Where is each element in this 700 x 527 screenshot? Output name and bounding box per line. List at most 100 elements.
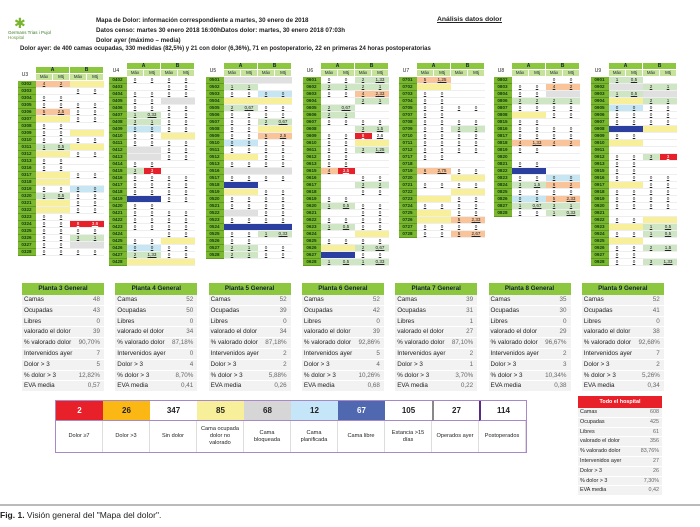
- bed-b-mean[interactable]: 0: [659, 104, 677, 112]
- bed-b-max[interactable]: 0: [69, 171, 87, 179]
- bed-b-max[interactable]: [545, 167, 563, 175]
- bed-a-max[interactable]: 0: [35, 157, 53, 165]
- bed-a-max[interactable]: 0: [126, 209, 144, 217]
- bed-b-max[interactable]: 0: [160, 244, 178, 252]
- bed-a-max[interactable]: 1: [223, 83, 241, 91]
- bed-a-mean[interactable]: 0: [52, 185, 70, 193]
- bed-b-max[interactable]: 1: [354, 258, 372, 266]
- bed-b-max[interactable]: [69, 122, 87, 130]
- bed-b-max[interactable]: 0: [160, 90, 178, 98]
- bed-a-max[interactable]: 0: [223, 146, 241, 154]
- bed-b-max[interactable]: [69, 143, 87, 151]
- bed-b-max[interactable]: 0: [69, 136, 87, 144]
- bed-a-max[interactable]: 0: [416, 181, 434, 189]
- bed-b-mean[interactable]: [659, 160, 677, 168]
- bed-b-mean[interactable]: 0,5: [659, 230, 677, 238]
- bed-b-max[interactable]: 0: [642, 118, 660, 126]
- bed-a-mean[interactable]: 0,5: [337, 202, 355, 210]
- bed-b-max[interactable]: 0: [69, 87, 87, 95]
- bed-a-max[interactable]: 0: [608, 167, 626, 175]
- bed-a-max[interactable]: 3: [126, 167, 144, 175]
- bed-b-max[interactable]: 0: [354, 209, 372, 217]
- bed-a-max[interactable]: [416, 195, 434, 203]
- bed-a-max[interactable]: 1: [608, 90, 626, 98]
- bed-b-max[interactable]: [642, 251, 660, 259]
- bed-a-mean[interactable]: 0: [625, 230, 643, 238]
- bed-a-max[interactable]: 2: [126, 251, 144, 259]
- bed-b-mean[interactable]: [562, 90, 580, 98]
- bed-a-mean[interactable]: [337, 174, 355, 182]
- bed-b-max[interactable]: 6: [545, 181, 563, 189]
- bed-b-mean[interactable]: [177, 160, 195, 168]
- bed-b-mean[interactable]: 2: [562, 181, 580, 189]
- bed-a-mean[interactable]: [625, 237, 643, 245]
- bed-b-mean[interactable]: [467, 97, 485, 105]
- bed-b-mean[interactable]: 0: [177, 251, 195, 259]
- bed-a-max[interactable]: [320, 125, 338, 133]
- bed-a-mean[interactable]: [240, 97, 258, 105]
- bed-b-max[interactable]: 0: [545, 174, 563, 182]
- bed-b-mean[interactable]: [659, 146, 677, 154]
- bed-b-mean[interactable]: 0: [659, 202, 677, 210]
- bed-b-max[interactable]: 0: [354, 202, 372, 210]
- bed-b-max[interactable]: 0: [160, 146, 178, 154]
- bed-b-max[interactable]: 0: [160, 139, 178, 147]
- bed-b-mean[interactable]: [274, 181, 292, 189]
- bed-a-mean[interactable]: [528, 153, 546, 161]
- bed-b-mean[interactable]: [659, 251, 677, 259]
- bed-a-mean[interactable]: 0: [52, 164, 70, 172]
- bed-a-mean[interactable]: [240, 223, 258, 231]
- bed-b-mean[interactable]: 0: [177, 104, 195, 112]
- bed-b-mean[interactable]: 0: [86, 115, 104, 123]
- bed-b-mean[interactable]: 0: [177, 174, 195, 182]
- bed-a-mean[interactable]: [240, 181, 258, 189]
- bed-a-mean[interactable]: 0: [528, 174, 546, 182]
- bed-b-mean[interactable]: [86, 241, 104, 249]
- bed-a-max[interactable]: 4: [320, 167, 338, 175]
- bed-b-mean[interactable]: 0: [177, 90, 195, 98]
- bed-a-max[interactable]: [608, 209, 626, 217]
- bed-b-mean[interactable]: 1: [562, 97, 580, 105]
- bed-a-max[interactable]: 0: [126, 104, 144, 112]
- bed-b-max[interactable]: [160, 237, 178, 245]
- bed-a-mean[interactable]: [52, 178, 70, 186]
- bed-a-mean[interactable]: [337, 244, 355, 252]
- bed-a-mean[interactable]: 0: [143, 125, 161, 133]
- bed-a-mean[interactable]: 0: [143, 160, 161, 168]
- bed-a-mean[interactable]: 1,33: [143, 251, 161, 259]
- bed-b-max[interactable]: 0: [69, 248, 87, 256]
- bed-a-mean[interactable]: 0: [433, 90, 451, 98]
- bed-b-mean[interactable]: 0: [177, 181, 195, 189]
- bed-a-max[interactable]: 0: [320, 132, 338, 140]
- bed-a-max[interactable]: 0: [416, 118, 434, 126]
- bed-a-max[interactable]: [608, 97, 626, 105]
- bed-a-max[interactable]: [320, 97, 338, 105]
- bed-a-mean[interactable]: 0: [433, 125, 451, 133]
- bed-a-mean[interactable]: 0: [52, 94, 70, 102]
- bed-b-mean[interactable]: [274, 83, 292, 91]
- bed-a-max[interactable]: [223, 167, 241, 175]
- bed-b-max[interactable]: [354, 153, 372, 161]
- bed-a-max[interactable]: [608, 181, 626, 189]
- bed-b-max[interactable]: [450, 76, 468, 84]
- bed-a-mean[interactable]: 0: [625, 111, 643, 119]
- bed-a-max[interactable]: 1: [320, 258, 338, 266]
- bed-b-mean[interactable]: 0: [86, 136, 104, 144]
- bed-b-mean[interactable]: 0: [371, 209, 389, 217]
- bed-a-max[interactable]: 1: [320, 223, 338, 231]
- bed-b-max[interactable]: 0: [257, 90, 275, 98]
- bed-b-max[interactable]: 0: [545, 111, 563, 119]
- bed-b-max[interactable]: 0: [69, 227, 87, 235]
- bed-a-max[interactable]: [416, 160, 434, 168]
- bed-b-max[interactable]: 0: [354, 223, 372, 231]
- bed-b-max[interactable]: [450, 90, 468, 98]
- bed-b-mean[interactable]: 0: [86, 171, 104, 179]
- bed-a-mean[interactable]: 0: [433, 146, 451, 154]
- bed-b-max[interactable]: 0: [69, 192, 87, 200]
- bed-b-mean[interactable]: 0: [371, 174, 389, 182]
- bed-b-max[interactable]: [450, 111, 468, 119]
- bed-a-mean[interactable]: 0: [143, 244, 161, 252]
- bed-b-mean[interactable]: 0: [274, 209, 292, 217]
- bed-b-mean[interactable]: 1: [562, 202, 580, 210]
- bed-b-max[interactable]: 1: [545, 209, 563, 217]
